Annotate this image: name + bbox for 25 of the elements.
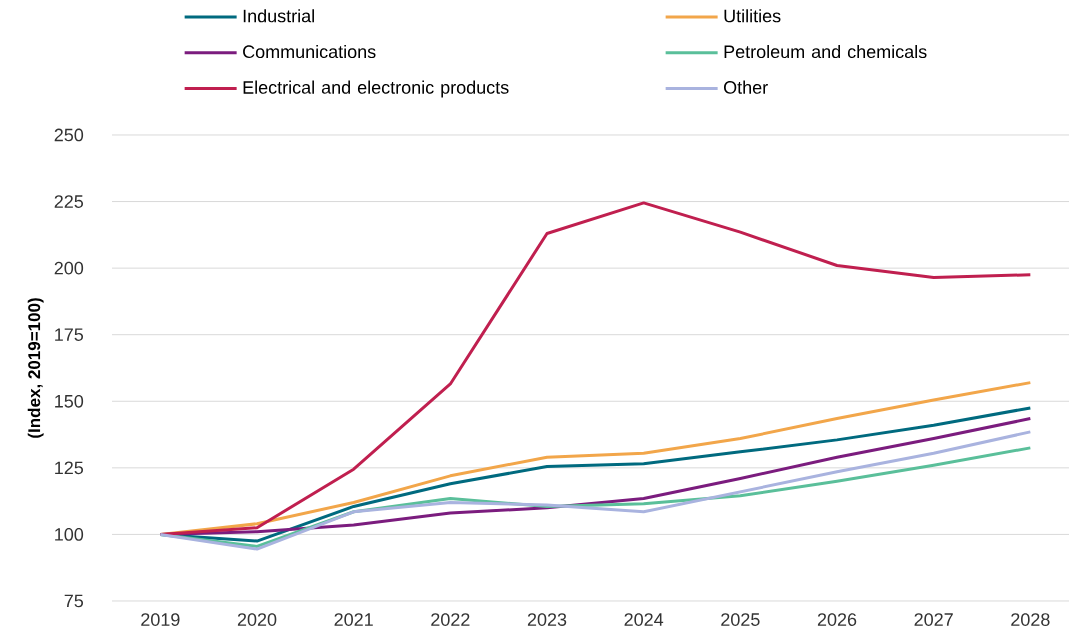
- y-tick-label: 250: [54, 128, 84, 142]
- y-tick-label: 125: [55, 461, 84, 475]
- y-tick-label: 75: [64, 594, 84, 608]
- legend-label: Communications: [243, 44, 376, 59]
- x-tick-label: 2026: [817, 613, 857, 626]
- x-tick-label: 2022: [431, 613, 470, 626]
- y-tick-label: 150: [55, 394, 84, 408]
- x-tick-label: 2025: [721, 613, 760, 626]
- legend-label: Other: [724, 80, 768, 94]
- y-tick-label: 225: [54, 195, 84, 208]
- legend-label: Electrical and electronic products: [243, 80, 509, 98]
- x-tick-label: 2024: [624, 613, 664, 626]
- y-tick-label: 175: [55, 328, 84, 341]
- x-tick-label: 2028: [1011, 613, 1050, 626]
- legend-label: Petroleum and chemicals: [724, 44, 927, 59]
- x-tick-label: 2019: [141, 613, 180, 626]
- y-tick-label: 100: [55, 528, 84, 541]
- legend-label: Industrial: [243, 9, 314, 23]
- x-tick-label: 2023: [527, 613, 567, 626]
- y-axis-title: (Index, 2019=100): [27, 298, 44, 438]
- legend-label: Utilities: [724, 9, 781, 23]
- x-tick-label: 2027: [914, 613, 953, 626]
- x-tick-label: 2021: [334, 613, 373, 626]
- x-tick-label: 2020: [237, 613, 277, 626]
- y-tick-label: 200: [54, 261, 84, 275]
